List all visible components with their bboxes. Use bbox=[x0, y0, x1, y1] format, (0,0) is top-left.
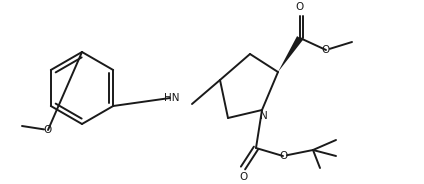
Text: O: O bbox=[44, 125, 52, 135]
Text: HN: HN bbox=[164, 93, 180, 103]
Text: O: O bbox=[296, 2, 304, 12]
Text: O: O bbox=[322, 45, 330, 55]
Polygon shape bbox=[278, 36, 303, 72]
Text: N: N bbox=[260, 111, 268, 121]
Text: O: O bbox=[239, 172, 247, 182]
Text: O: O bbox=[279, 151, 287, 161]
